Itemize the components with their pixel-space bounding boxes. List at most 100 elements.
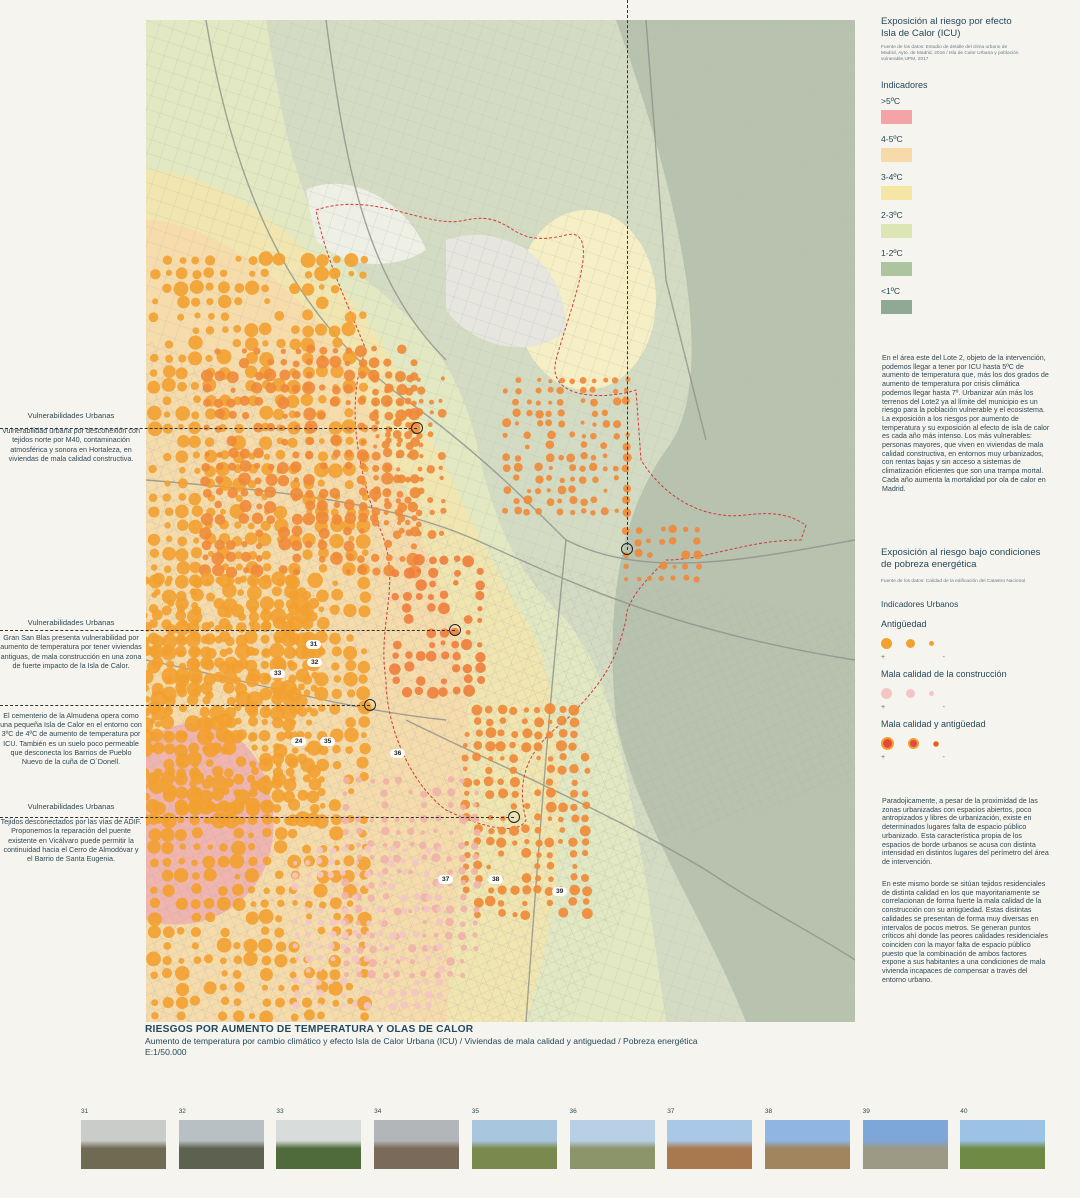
site-photo[interactable] — [862, 1120, 948, 1169]
vulnerability-dot — [263, 368, 277, 382]
vulnerability-dot — [284, 753, 298, 767]
vulnerability-dot — [603, 488, 608, 493]
vulnerability-dot — [415, 579, 427, 591]
vulnerability-dot — [291, 1001, 300, 1010]
vulnerability-dot — [339, 977, 348, 986]
annotation-san-blas: Vulnerabilidades Urbanas Gran San Blas p… — [0, 618, 142, 670]
vulnerability-dot — [578, 476, 587, 484]
vulnerability-dot — [433, 932, 439, 938]
site-photo[interactable] — [569, 1120, 655, 1169]
vulnerability-dot — [381, 801, 389, 809]
vulnerability-dot — [211, 774, 228, 792]
vulnerability-dot — [392, 474, 402, 484]
vulnerability-dot — [302, 512, 316, 526]
vulnerability-dot — [373, 498, 378, 503]
vulnerability-dot — [384, 371, 393, 379]
vulnerability-dot — [152, 572, 165, 586]
vulnerability-dot — [376, 871, 383, 878]
vulnerability-dot — [297, 706, 308, 717]
vulnerability-dot — [315, 365, 328, 378]
vulnerability-dot — [272, 253, 286, 266]
vulnerability-dot — [196, 716, 214, 733]
vulnerability-dot — [387, 883, 395, 891]
icu-swatch-label: 3-4ºC — [881, 172, 903, 183]
site-photo[interactable] — [374, 1120, 460, 1169]
vulnerability-dot — [292, 451, 300, 459]
vulnerability-dot — [413, 979, 420, 986]
vulnerability-dot — [280, 384, 290, 393]
vulnerability-dot — [464, 851, 471, 859]
vulnerability-dot — [419, 454, 424, 459]
vulnerability-dot — [378, 979, 383, 985]
vulnerability-dot — [344, 253, 359, 268]
vulnerability-dot — [187, 694, 199, 706]
vulnerability-dot — [356, 449, 369, 462]
vulnerability-dot — [683, 574, 690, 581]
vulnerability-dot — [272, 767, 284, 778]
vulnerability-dot — [256, 776, 273, 794]
vulnerability-dot — [215, 475, 224, 484]
site-photo[interactable] — [276, 1120, 362, 1169]
vulnerability-dot — [289, 338, 301, 351]
vulnerability-dot — [316, 254, 329, 267]
vulnerability-dot — [189, 767, 201, 780]
vulnerability-dot — [427, 422, 433, 427]
site-photo[interactable] — [764, 1120, 850, 1169]
vulnerability-dot — [311, 671, 319, 679]
photo-number: 32 — [178, 1108, 186, 1115]
vulnerability-dot — [377, 921, 382, 926]
vulnerability-dot — [383, 960, 388, 965]
vulnerability-dot — [346, 553, 354, 561]
vulnerability-dot — [256, 503, 263, 510]
vulnerability-dot — [534, 875, 542, 882]
vulnerability-dot — [245, 911, 259, 925]
vulnerability-dot — [200, 646, 212, 659]
vulnerability-dot — [358, 502, 368, 511]
vulnerability-dot — [408, 449, 419, 461]
site-photo[interactable] — [960, 1120, 1046, 1169]
vulnerability-dot — [341, 322, 356, 337]
site-photo[interactable] — [471, 1120, 557, 1169]
vulnerability-dot — [612, 465, 619, 472]
vulnerability-dot — [592, 422, 597, 427]
vulnerability-dots — [146, 251, 703, 1022]
vulnerability-dot — [232, 338, 242, 348]
vulnerability-dot — [273, 743, 281, 751]
vulnerability-dot — [287, 421, 301, 435]
vulnerability-dot — [235, 563, 243, 571]
vulnerability-dot — [254, 396, 264, 406]
vulnerability-dot — [214, 624, 222, 633]
vulnerability-dot — [235, 691, 251, 707]
map-label-38: 38 — [488, 875, 504, 884]
vulnerability-dot — [264, 298, 271, 305]
vulnerability-dot — [341, 1002, 347, 1008]
site-photo[interactable] — [667, 1120, 753, 1169]
vulnerability-dot — [292, 900, 298, 906]
vulnerability-dot — [191, 256, 200, 265]
vulnerability-dot — [401, 848, 406, 852]
vulnerability-dot — [342, 350, 357, 365]
vulnerability-dot — [462, 555, 475, 568]
vulnerability-dot — [396, 383, 408, 396]
vulnerability-dot — [305, 450, 314, 460]
vulnerability-dot — [580, 752, 590, 762]
site-photo[interactable] — [81, 1120, 166, 1169]
vulnerability-dot — [341, 891, 350, 900]
vulnerability-dot — [190, 381, 200, 391]
map-label-35: 35 — [320, 737, 336, 746]
vulnerability-dot — [162, 884, 175, 897]
vulnerability-dot — [316, 846, 324, 854]
vulnerability-dot — [390, 956, 395, 961]
vulnerability-dot — [384, 400, 391, 406]
vulnerability-dot — [387, 859, 395, 867]
vulnerability-dot — [426, 465, 435, 474]
vulnerability-dot — [315, 857, 323, 865]
vulnerability-dot — [213, 671, 224, 683]
vulnerability-dot — [306, 740, 322, 756]
vulnerability-dot — [229, 853, 245, 869]
heat-island-map[interactable]: 31 32 33 24 35 36 37 38 39 — [146, 20, 855, 1022]
vulnerability-dot — [363, 989, 371, 997]
site-photo[interactable] — [178, 1120, 264, 1169]
vulnerability-dot — [400, 990, 407, 997]
vulnerability-dot — [269, 642, 285, 659]
